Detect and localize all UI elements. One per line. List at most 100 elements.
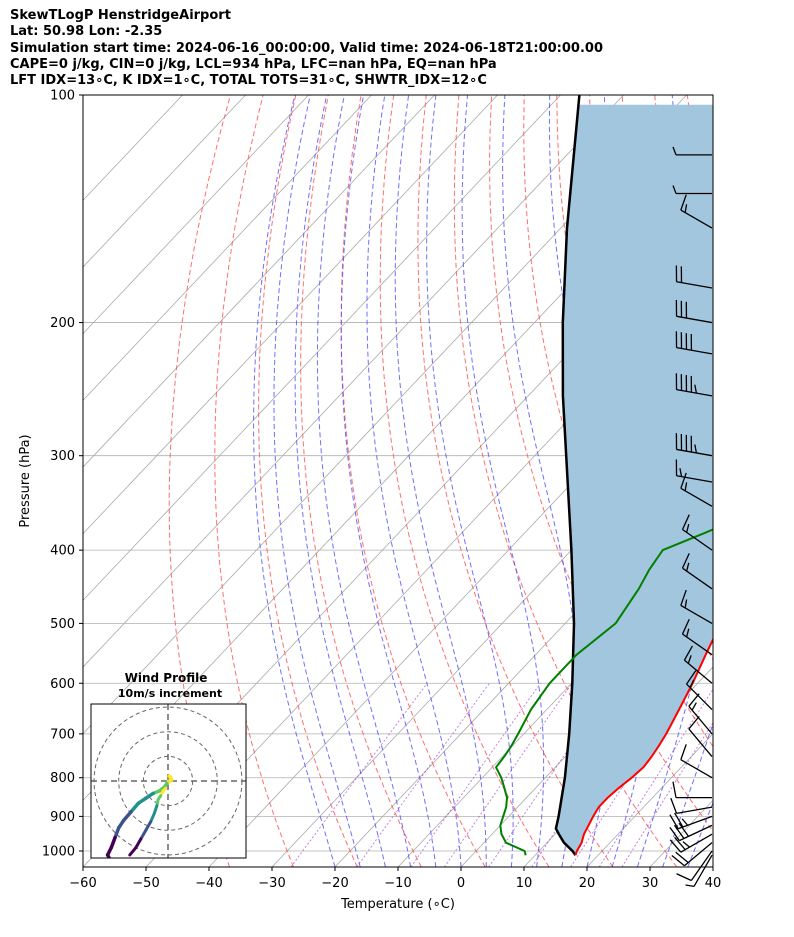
wind-barb	[676, 850, 713, 882]
isotherm-gridline	[83, 95, 561, 601]
y-tick-label: 400	[50, 544, 75, 559]
moist-adiabat	[687, 801, 713, 867]
mixing-ratio-line	[598, 688, 713, 867]
moist-adiabat	[461, 95, 545, 867]
mixing-ratio-line	[531, 683, 655, 867]
dry-adiabat	[258, 95, 358, 867]
wind-barb	[675, 373, 713, 397]
isotherm-gridline	[776, 95, 794, 867]
isotherm-gridline	[83, 95, 687, 735]
moist-adiabat	[426, 95, 514, 867]
isotherm-gridline	[83, 95, 246, 268]
chart-header: SkewTLogP HenstridgeAirport Lat: 50.98 L…	[10, 8, 603, 89]
chart-title: SkewTLogP HenstridgeAirport	[10, 8, 231, 23]
x-tick-label: −10	[384, 876, 411, 891]
wind-barb	[681, 514, 713, 551]
y-tick-label: 600	[50, 677, 75, 692]
y-tick-label: 100	[50, 89, 75, 104]
moist-adiabat	[340, 95, 437, 867]
moist-adiabat	[738, 95, 794, 867]
wind-barb	[688, 693, 713, 735]
wind-barb	[680, 744, 713, 779]
isotherm-gridline	[397, 533, 713, 867]
hodograph-trace	[109, 835, 117, 850]
dry-adiabat	[785, 95, 794, 867]
isotherm-gridline	[586, 733, 713, 867]
dry-adiabat	[300, 95, 422, 867]
dewpoint-line	[495, 528, 713, 856]
wind-barb	[686, 670, 713, 711]
dry-adiabat	[417, 95, 614, 867]
x-tick-label: 20	[579, 876, 596, 891]
parcel-profile-line	[554, 95, 581, 856]
moist-adiabat	[394, 95, 487, 867]
convective-indices: CAPE=0 j/kg, CIN=0 j/kg, LCL=934 hPa, LF…	[10, 56, 497, 72]
wind-barb	[688, 715, 713, 757]
y-tick-label: 500	[50, 617, 75, 632]
mixing-ratio-line	[356, 683, 490, 867]
wind-barb	[680, 589, 713, 624]
wind-barb	[683, 645, 713, 684]
wind-barb	[675, 265, 713, 289]
wind-barb	[680, 194, 713, 229]
y-tick-label: 300	[50, 449, 75, 464]
dry-adiabat	[379, 95, 550, 867]
dry-adiabat	[720, 95, 794, 867]
hodograph-trace	[121, 810, 133, 823]
isotherm-gridline	[83, 95, 624, 668]
stability-indices: LFT IDX=13∘C, K IDX=1∘C, TOTAL TOTS=31∘C…	[10, 73, 487, 89]
isotherm-gridline	[83, 95, 372, 401]
wind-barb	[681, 618, 713, 656]
x-tick-label: 10	[516, 876, 533, 891]
dry-adiabat	[753, 95, 794, 867]
wind-barb	[669, 833, 713, 853]
wind-barb	[671, 842, 713, 867]
hodograph-trace	[144, 820, 153, 832]
mixing-ratio-line	[410, 683, 541, 867]
moist-adiabat	[294, 95, 386, 867]
wind-barb	[670, 797, 713, 815]
mixing-ratio-line	[443, 683, 573, 867]
station-coordinates: Lat: 50.98 Lon: -2.35	[10, 24, 163, 40]
x-axis-label: Temperature (∘C)	[340, 897, 455, 912]
dry-adiabat	[453, 95, 678, 867]
x-tick-label: −20	[321, 876, 348, 891]
isotherm-gridline	[334, 466, 713, 867]
y-tick-label: 700	[50, 727, 75, 742]
y-tick-label: 800	[50, 771, 75, 786]
hodograph-trace	[113, 826, 121, 840]
hodograph-subtitle: 10m/s increment	[118, 687, 222, 700]
moist-adiabat	[662, 722, 713, 867]
x-tick-label: 0	[457, 876, 465, 891]
wind-barb	[675, 331, 713, 355]
x-tick-label: −40	[195, 876, 222, 891]
x-tick-label: 40	[705, 876, 722, 891]
moist-adiabat	[636, 95, 713, 867]
wind-barb	[669, 812, 713, 830]
isotherm-gridline	[145, 266, 713, 867]
wind-barb	[680, 472, 713, 507]
x-tick-label: 30	[642, 876, 659, 891]
x-tick-label: −30	[258, 876, 285, 891]
wind-barb	[672, 146, 712, 156]
isotherm-gridline	[83, 95, 309, 335]
moist-adiabat	[712, 865, 713, 867]
wind-barb	[675, 300, 713, 324]
moist-adiabat	[316, 95, 412, 867]
dry-adiabat	[340, 95, 486, 867]
wind-barb	[685, 854, 713, 888]
hodograph-title: Wind Profile	[125, 671, 208, 685]
y-tick-label: 900	[50, 810, 75, 825]
wind-barb	[672, 185, 712, 195]
wind-barb	[681, 553, 713, 590]
mixing-ratio-line	[621, 721, 713, 867]
dry-adiabat	[214, 95, 294, 867]
moist-adiabat	[502, 95, 580, 867]
temperature-line	[574, 637, 713, 856]
hodograph-frame	[90, 703, 247, 859]
hodograph-trace	[149, 811, 156, 824]
isotherm-gridline	[712, 866, 713, 867]
y-axis-label: Pressure (hPa)	[18, 434, 33, 527]
moist-adiabat	[253, 95, 336, 867]
